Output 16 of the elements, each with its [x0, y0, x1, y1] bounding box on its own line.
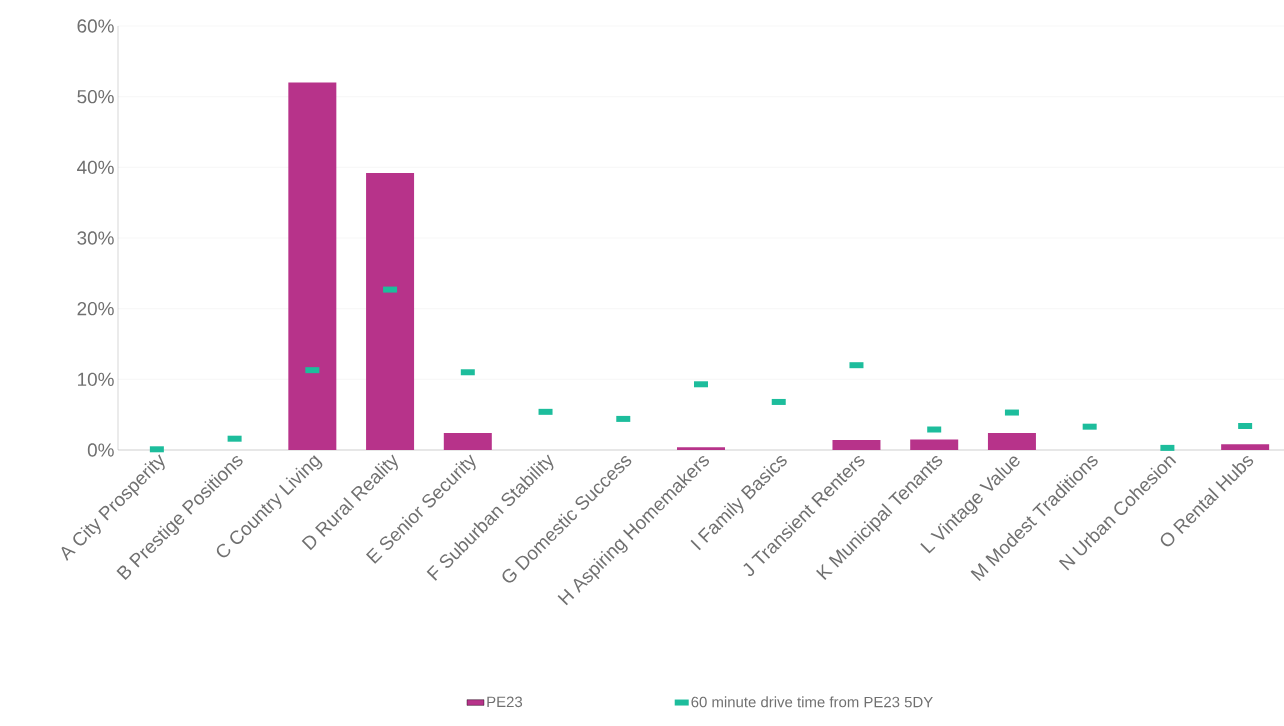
bar [443, 433, 492, 450]
y-tick-label: 50% [77, 89, 114, 104]
legend-label: 60 minute drive time from PE23 5DY [691, 696, 933, 708]
y-tick-label: 30% [77, 231, 114, 245]
y-tick-label: 20% [77, 301, 114, 316]
y-tick-label: 40% [77, 160, 114, 175]
y-tick-label: 10% [78, 372, 114, 387]
legend-label: PE23 [487, 696, 523, 708]
bar [987, 433, 1036, 450]
bar [832, 440, 881, 450]
bar [1221, 444, 1270, 450]
bar [366, 172, 415, 450]
bar [910, 439, 959, 450]
y-tick-label: 60% [77, 19, 114, 33]
bar [677, 447, 725, 450]
bar [288, 82, 337, 450]
